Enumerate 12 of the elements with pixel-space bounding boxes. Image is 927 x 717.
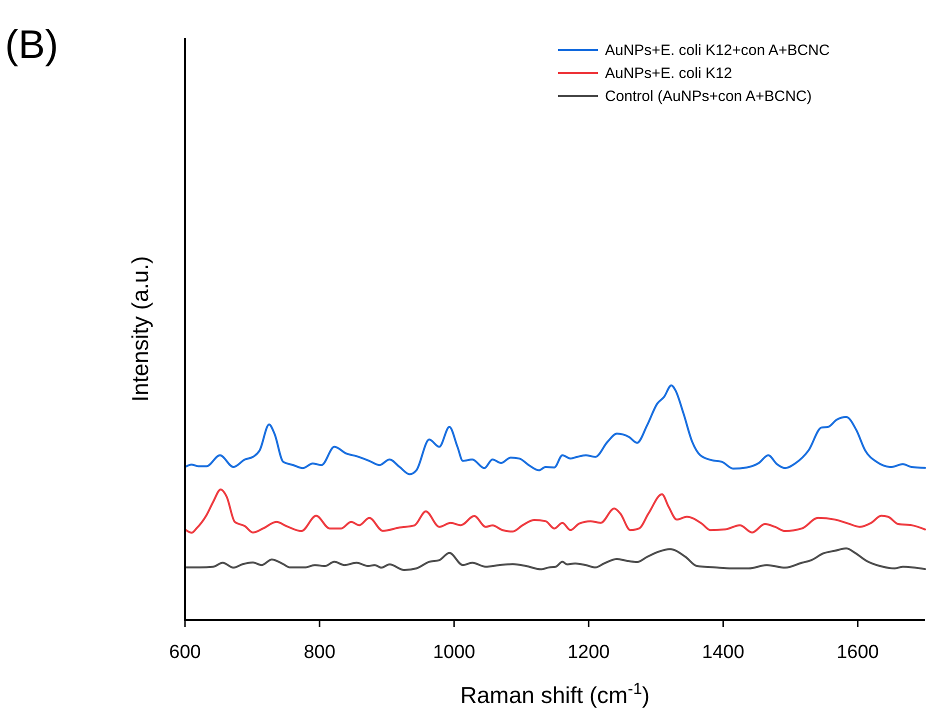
x-tick-label: 600 [169,642,201,663]
x-tick-label: 1600 [836,642,879,663]
y-axis-title: Intensity (a.u.) [127,256,153,402]
x-tick-label: 1400 [702,642,744,663]
x-tick-label: 1000 [432,642,476,663]
x-tick-label: 800 [304,642,336,663]
legend-label: AuNPs+E. coli K12 [605,65,732,82]
x-axis-title: Raman shift (cm$^{-1}$) [460,680,650,708]
text: (B) [5,23,58,67]
legend-label: Control (AuNPs+con A+BCNC) [605,88,812,105]
legend-label: AuNPs+E. coli K12+con A+BCNC [605,42,830,59]
x-tick-label: 1200 [567,642,610,663]
